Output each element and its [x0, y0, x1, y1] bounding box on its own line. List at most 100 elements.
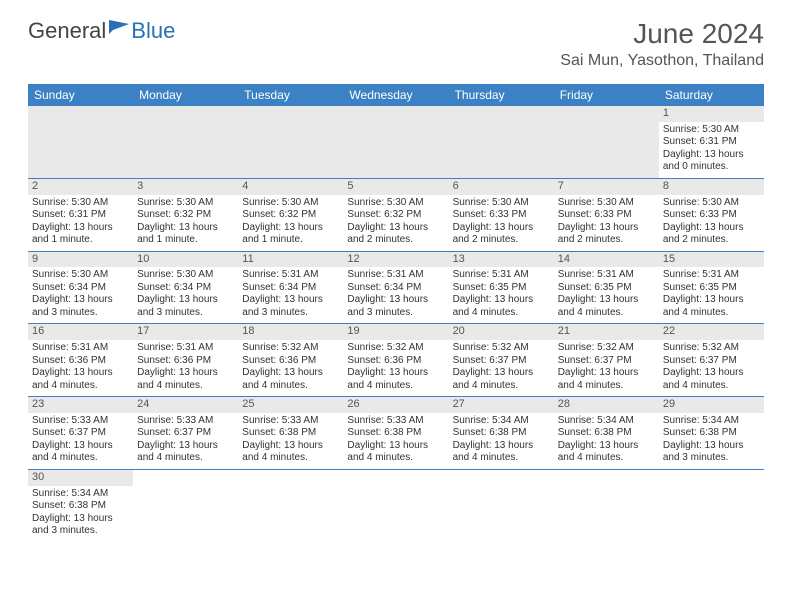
cell-sunset: Sunset: 6:31 PM [32, 209, 129, 222]
cell-sunrise: Sunrise: 5:30 AM [347, 197, 444, 210]
day-number: 3 [133, 179, 238, 195]
cell-day1: Daylight: 13 hours [242, 367, 339, 380]
calendar-cell [238, 106, 343, 178]
cell-sunrise: Sunrise: 5:31 AM [558, 269, 655, 282]
page-header: General Blue June 2024 Sai Mun, Yasothon… [0, 0, 792, 78]
cell-day2: and 4 minutes. [137, 452, 234, 465]
cell-sunrise: Sunrise: 5:31 AM [663, 269, 760, 282]
cell-day2: and 4 minutes. [347, 452, 444, 465]
cell-day2: and 1 minute. [137, 234, 234, 247]
cell-day1: Daylight: 13 hours [558, 294, 655, 307]
cell-sunrise: Sunrise: 5:30 AM [32, 197, 129, 210]
calendar-cell: 1Sunrise: 5:30 AMSunset: 6:31 PMDaylight… [659, 106, 764, 178]
weekday-header: Sunday [28, 84, 133, 106]
calendar-week-row: 2Sunrise: 5:30 AMSunset: 6:31 PMDaylight… [28, 178, 764, 251]
cell-day1: Daylight: 13 hours [558, 440, 655, 453]
cell-sunrise: Sunrise: 5:30 AM [663, 124, 760, 137]
cell-day2: and 3 minutes. [32, 307, 129, 320]
calendar-cell: 6Sunrise: 5:30 AMSunset: 6:33 PMDaylight… [449, 178, 554, 251]
day-number: 12 [343, 252, 448, 268]
cell-day1: Daylight: 13 hours [347, 367, 444, 380]
cell-sunrise: Sunrise: 5:32 AM [663, 342, 760, 355]
month-title: June 2024 [560, 18, 764, 50]
cell-sunset: Sunset: 6:38 PM [32, 500, 129, 513]
cell-sunset: Sunset: 6:35 PM [663, 282, 760, 295]
cell-day1: Daylight: 13 hours [137, 440, 234, 453]
cell-sunrise: Sunrise: 5:31 AM [347, 269, 444, 282]
cell-sunrise: Sunrise: 5:30 AM [137, 269, 234, 282]
cell-day2: and 1 minute. [32, 234, 129, 247]
cell-day1: Daylight: 13 hours [347, 440, 444, 453]
calendar-cell: 14Sunrise: 5:31 AMSunset: 6:35 PMDayligh… [554, 251, 659, 324]
cell-day2: and 3 minutes. [242, 307, 339, 320]
cell-day2: and 4 minutes. [242, 452, 339, 465]
cell-sunrise: Sunrise: 5:33 AM [347, 415, 444, 428]
calendar-cell [238, 469, 343, 541]
cell-sunrise: Sunrise: 5:32 AM [558, 342, 655, 355]
calendar-cell: 10Sunrise: 5:30 AMSunset: 6:34 PMDayligh… [133, 251, 238, 324]
cell-sunset: Sunset: 6:37 PM [137, 427, 234, 440]
day-number: 10 [133, 252, 238, 268]
day-number: 17 [133, 324, 238, 340]
cell-sunrise: Sunrise: 5:31 AM [137, 342, 234, 355]
cell-sunrise: Sunrise: 5:33 AM [242, 415, 339, 428]
cell-sunset: Sunset: 6:37 PM [32, 427, 129, 440]
cell-sunrise: Sunrise: 5:32 AM [242, 342, 339, 355]
cell-day2: and 2 minutes. [453, 234, 550, 247]
day-number: 25 [238, 397, 343, 413]
calendar-week-row: 30Sunrise: 5:34 AMSunset: 6:38 PMDayligh… [28, 469, 764, 541]
calendar-cell: 19Sunrise: 5:32 AMSunset: 6:36 PMDayligh… [343, 324, 448, 397]
weekday-header: Monday [133, 84, 238, 106]
cell-day2: and 4 minutes. [32, 380, 129, 393]
cell-day2: and 4 minutes. [453, 452, 550, 465]
cell-sunrise: Sunrise: 5:32 AM [347, 342, 444, 355]
cell-sunset: Sunset: 6:36 PM [242, 355, 339, 368]
day-number: 7 [554, 179, 659, 195]
cell-sunset: Sunset: 6:38 PM [558, 427, 655, 440]
cell-sunset: Sunset: 6:35 PM [453, 282, 550, 295]
cell-day2: and 1 minute. [242, 234, 339, 247]
calendar-cell: 12Sunrise: 5:31 AMSunset: 6:34 PMDayligh… [343, 251, 448, 324]
cell-day1: Daylight: 13 hours [32, 367, 129, 380]
calendar-cell [28, 106, 133, 178]
calendar-cell: 7Sunrise: 5:30 AMSunset: 6:33 PMDaylight… [554, 178, 659, 251]
calendar-cell [133, 469, 238, 541]
cell-sunrise: Sunrise: 5:33 AM [32, 415, 129, 428]
day-number: 8 [659, 179, 764, 195]
cell-sunrise: Sunrise: 5:30 AM [663, 197, 760, 210]
cell-sunset: Sunset: 6:36 PM [347, 355, 444, 368]
cell-sunrise: Sunrise: 5:30 AM [242, 197, 339, 210]
calendar-cell: 27Sunrise: 5:34 AMSunset: 6:38 PMDayligh… [449, 397, 554, 470]
calendar-cell [343, 469, 448, 541]
cell-day2: and 0 minutes. [663, 161, 760, 174]
flag-icon [109, 20, 129, 34]
calendar-week-row: 9Sunrise: 5:30 AMSunset: 6:34 PMDaylight… [28, 251, 764, 324]
calendar-cell: 17Sunrise: 5:31 AMSunset: 6:36 PMDayligh… [133, 324, 238, 397]
cell-sunrise: Sunrise: 5:30 AM [32, 269, 129, 282]
cell-sunrise: Sunrise: 5:34 AM [663, 415, 760, 428]
calendar-cell [659, 469, 764, 541]
cell-day2: and 4 minutes. [558, 307, 655, 320]
cell-day1: Daylight: 13 hours [663, 222, 760, 235]
day-number: 9 [28, 252, 133, 268]
cell-day1: Daylight: 13 hours [558, 367, 655, 380]
day-number: 23 [28, 397, 133, 413]
cell-sunset: Sunset: 6:34 PM [32, 282, 129, 295]
weekday-header: Thursday [449, 84, 554, 106]
calendar-cell: 16Sunrise: 5:31 AMSunset: 6:36 PMDayligh… [28, 324, 133, 397]
day-number: 11 [238, 252, 343, 268]
cell-day1: Daylight: 13 hours [32, 222, 129, 235]
day-number: 18 [238, 324, 343, 340]
weekday-header: Wednesday [343, 84, 448, 106]
calendar-cell [449, 469, 554, 541]
day-number: 28 [554, 397, 659, 413]
day-number: 14 [554, 252, 659, 268]
cell-sunset: Sunset: 6:35 PM [558, 282, 655, 295]
cell-day1: Daylight: 13 hours [663, 440, 760, 453]
cell-day1: Daylight: 13 hours [453, 367, 550, 380]
calendar-cell: 8Sunrise: 5:30 AMSunset: 6:33 PMDaylight… [659, 178, 764, 251]
calendar-cell [554, 469, 659, 541]
cell-day2: and 4 minutes. [558, 452, 655, 465]
day-number: 24 [133, 397, 238, 413]
day-number: 30 [28, 470, 133, 486]
